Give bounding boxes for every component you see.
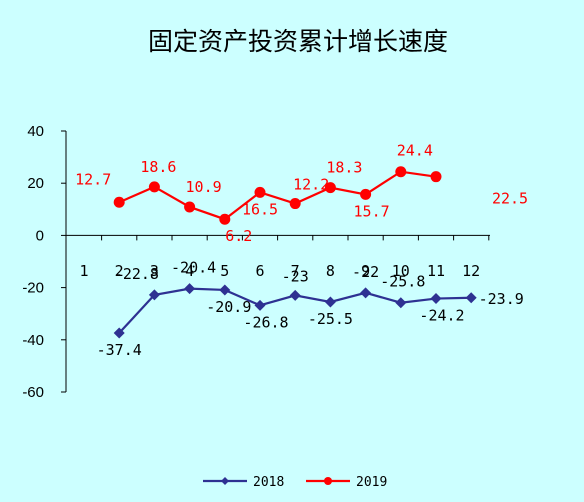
legend-marker-2018 [221, 477, 229, 485]
data-point-2019 [184, 201, 196, 213]
data-label-2019: 6.2 [225, 227, 252, 245]
data-label-2018: -20.9 [206, 298, 251, 316]
x-tick-label: 10 [392, 262, 410, 280]
data-label-2019: 22.5 [492, 190, 528, 208]
data-point-2019 [113, 196, 125, 208]
x-tick-label: 6 [255, 262, 264, 280]
data-label-2018: -23.9 [479, 290, 524, 308]
data-label-2019: 12.7 [75, 170, 111, 188]
data-label-2018: -22 [352, 263, 379, 281]
data-label-2018: -37.4 [97, 341, 142, 359]
x-tick-label: 7 [291, 262, 300, 280]
data-label-2018: -25.5 [308, 310, 353, 328]
y-tick-label: -40 [22, 332, 44, 349]
data-label-2019: 10.9 [186, 178, 222, 196]
data-point-2019 [360, 188, 372, 200]
series-layer [113, 166, 477, 339]
chart-title: 固定资产投资累计增长速度 [148, 27, 448, 56]
x-tick-label: 5 [220, 262, 229, 280]
data-point-2018 [289, 289, 301, 301]
data-label-2019: 16.5 [242, 200, 278, 218]
data-point-2018 [219, 284, 231, 296]
data-label-2019: 18.6 [140, 158, 176, 176]
legend: 2018 2019 [203, 475, 387, 490]
data-label-2019: 15.7 [354, 202, 390, 220]
data-point-2018 [184, 283, 196, 295]
data-label-2018: -24.2 [419, 307, 464, 325]
data-point-2019 [289, 198, 301, 210]
data-point-2019 [219, 213, 231, 225]
y-tick-label: -20 [22, 280, 44, 297]
x-tick-label: 12 [462, 262, 480, 280]
y-tick-label: 0 [36, 227, 44, 244]
y-tick-label: 20 [27, 175, 44, 192]
x-tick-label: 1 [79, 262, 88, 280]
x-tick-label: 3 [150, 262, 159, 280]
data-point-2018 [360, 287, 372, 299]
data-point-2018 [148, 289, 160, 301]
data-point-2019 [324, 182, 336, 194]
x-tick-label: 4 [185, 262, 194, 280]
x-tick-label: 9 [361, 262, 370, 280]
data-point-2019 [430, 171, 442, 183]
y-tick-label: -60 [22, 384, 44, 401]
data-point-2018 [430, 293, 442, 305]
data-point-2019 [148, 181, 160, 193]
data-point-2018 [395, 297, 407, 309]
data-point-2019 [395, 166, 407, 178]
y-tick-label: 40 [27, 123, 44, 140]
legend-marker-2019 [324, 477, 332, 485]
data-label-2018: -20.4 [171, 259, 216, 277]
data-label-2018: -25.8 [380, 273, 425, 291]
data-point-2019 [254, 186, 266, 198]
data-label-2019: 24.4 [397, 142, 433, 160]
legend-label-2018: 2018 [253, 475, 284, 490]
data-point-2018 [465, 292, 477, 304]
data-label-layer: -37.4 -22.8 -20.4 -20.9-26.8 -23 -25.5 -22-25.… [75, 142, 528, 359]
x-tick-label: 11 [427, 262, 445, 280]
data-point-2018 [113, 327, 125, 339]
data-label-2019: 18.3 [326, 159, 362, 177]
series-line-2019 [118, 170, 437, 221]
data-label-2018: -26.8 [243, 313, 288, 331]
data-point-2018 [324, 296, 336, 308]
legend-label-2019: 2019 [356, 475, 387, 490]
x-tick-label: 2 [115, 262, 124, 280]
data-label-2018: -22.8 [114, 265, 159, 283]
x-tick-label: 8 [326, 262, 335, 280]
data-point-2018 [254, 299, 266, 311]
data-label-2018: -23 [282, 267, 309, 285]
data-label-2019: 12.2 [293, 176, 329, 194]
